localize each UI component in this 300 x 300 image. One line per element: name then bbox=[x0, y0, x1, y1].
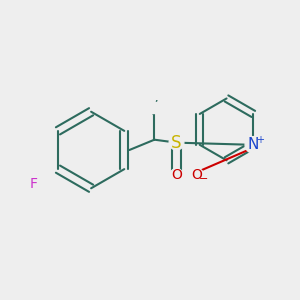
Circle shape bbox=[27, 177, 40, 190]
Text: +: + bbox=[256, 134, 264, 145]
Text: N: N bbox=[248, 137, 259, 152]
Text: /: / bbox=[152, 98, 157, 116]
Circle shape bbox=[169, 135, 184, 150]
Text: −: − bbox=[199, 174, 208, 184]
Text: F: F bbox=[30, 177, 38, 191]
Circle shape bbox=[245, 136, 262, 153]
Text: S: S bbox=[171, 134, 182, 152]
Circle shape bbox=[170, 169, 183, 182]
Text: O: O bbox=[192, 168, 203, 182]
Text: O: O bbox=[171, 168, 182, 182]
Bar bbox=[141, 102, 168, 112]
Circle shape bbox=[190, 169, 204, 182]
